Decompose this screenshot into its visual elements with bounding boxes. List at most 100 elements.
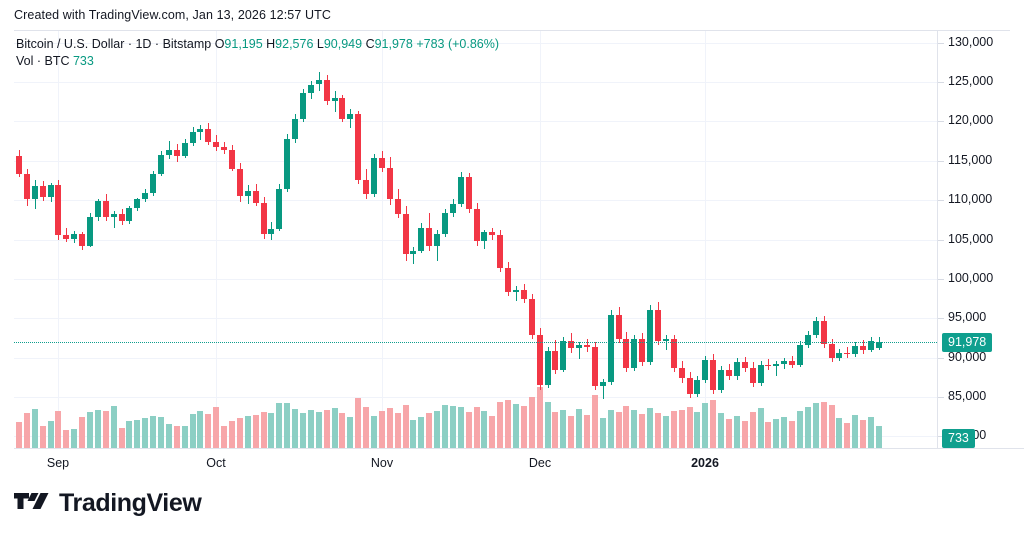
price-tick-dash xyxy=(938,43,944,44)
candle-body xyxy=(174,149,180,157)
volume-bar xyxy=(355,398,361,448)
volume-bar xyxy=(513,404,519,448)
time-axis-label: Nov xyxy=(370,456,394,470)
candle-body xyxy=(150,174,156,194)
price-axis-label: 90,000 xyxy=(948,350,987,364)
volume-bar xyxy=(387,408,393,448)
price-tick-dash xyxy=(938,358,944,359)
gridline-horizontal xyxy=(14,279,937,280)
volume-bar xyxy=(576,409,582,448)
volume-bar xyxy=(552,412,558,448)
candle-body xyxy=(24,174,30,200)
candle-body xyxy=(324,79,330,101)
candle-wick xyxy=(114,211,115,229)
chart-frame xyxy=(14,30,1010,448)
gridline-horizontal xyxy=(14,82,937,83)
time-axis[interactable]: Sep Oct Nov Dec 2026 xyxy=(14,448,1024,480)
volume-bar xyxy=(663,416,669,448)
volume-bar xyxy=(829,405,835,448)
candle-body xyxy=(663,339,669,341)
volume-bar xyxy=(442,405,448,448)
volume-bar xyxy=(560,410,566,448)
volume-bar xyxy=(410,420,416,448)
candle-body xyxy=(103,200,109,218)
price-axis[interactable]: 130,000 125,000 120,000 115,000 110,000 105,0… xyxy=(937,31,1024,448)
candle-body xyxy=(671,339,677,368)
candle-body xyxy=(134,199,140,208)
candle-body xyxy=(48,185,54,197)
price-tick-dash xyxy=(938,240,944,241)
candle-body xyxy=(647,310,653,363)
candle-wick xyxy=(200,124,201,140)
candle-body xyxy=(434,233,440,246)
price-tick-dash xyxy=(938,436,944,437)
candle-body xyxy=(821,321,827,345)
candle-body xyxy=(197,128,203,132)
volume-bar xyxy=(426,413,432,448)
candle-body xyxy=(836,352,842,359)
volume-bar xyxy=(623,406,629,448)
chart-plot-area[interactable] xyxy=(14,31,937,448)
candle-body xyxy=(876,341,882,349)
price-tick-dash xyxy=(938,161,944,162)
volume-bar xyxy=(276,403,282,448)
candle-body xyxy=(687,377,693,394)
candle-body xyxy=(521,289,527,300)
volume-bar xyxy=(174,426,180,448)
volume-bar xyxy=(616,412,622,448)
gridline-vertical xyxy=(382,31,383,448)
candle-body xyxy=(63,234,69,239)
candle-body xyxy=(410,250,416,255)
candle-body xyxy=(95,200,101,217)
candle-body xyxy=(300,93,306,120)
volume-bar xyxy=(655,413,661,448)
candle-body xyxy=(339,97,345,120)
volume-bar xyxy=(395,413,401,448)
tradingview-logo-icon xyxy=(14,492,50,515)
candle-body xyxy=(379,158,385,168)
volume-bar xyxy=(253,415,259,448)
volume-bar xyxy=(190,414,196,448)
current-price-badge[interactable]: 91,978 xyxy=(942,332,993,352)
candle-body xyxy=(805,334,811,345)
candle-body xyxy=(371,158,377,194)
candle-body xyxy=(623,338,629,368)
volume-bar xyxy=(852,415,858,448)
candle-body xyxy=(237,168,243,197)
time-axis-label: Sep xyxy=(46,456,70,470)
current-volume-badge[interactable]: 733 xyxy=(942,429,975,448)
candle-body xyxy=(655,310,661,341)
candle-body xyxy=(608,315,614,382)
candle-body xyxy=(742,362,748,368)
volume-bar xyxy=(316,412,322,448)
candle-body xyxy=(55,185,61,235)
candle-wick xyxy=(784,358,785,370)
volume-bar xyxy=(134,420,140,448)
candle-body xyxy=(545,351,551,386)
volume-bar xyxy=(868,417,874,448)
price-axis-label: 125,000 xyxy=(948,74,994,88)
volume-bar xyxy=(158,417,164,448)
gridline-horizontal xyxy=(14,397,937,398)
candle-body xyxy=(789,361,795,365)
volume-bar xyxy=(773,419,779,448)
volume-bar xyxy=(111,406,117,448)
gridline-vertical xyxy=(705,31,706,448)
candle-body xyxy=(710,359,716,390)
volume-bar xyxy=(592,395,598,448)
volume-bar xyxy=(261,412,267,448)
gridline-horizontal xyxy=(14,161,937,162)
volume-bar xyxy=(647,408,653,448)
candle-body xyxy=(844,352,850,355)
volume-bar xyxy=(797,411,803,448)
candle-body xyxy=(829,344,835,359)
candle-body xyxy=(126,208,132,222)
price-axis-label: 85,000 xyxy=(948,389,987,403)
candle-body xyxy=(497,234,503,268)
candle-body xyxy=(616,315,622,339)
candle-body xyxy=(253,190,259,204)
volume-bar xyxy=(860,420,866,448)
candle-body xyxy=(87,216,93,246)
price-axis-label: 115,000 xyxy=(948,153,993,167)
volume-bar xyxy=(726,419,732,448)
